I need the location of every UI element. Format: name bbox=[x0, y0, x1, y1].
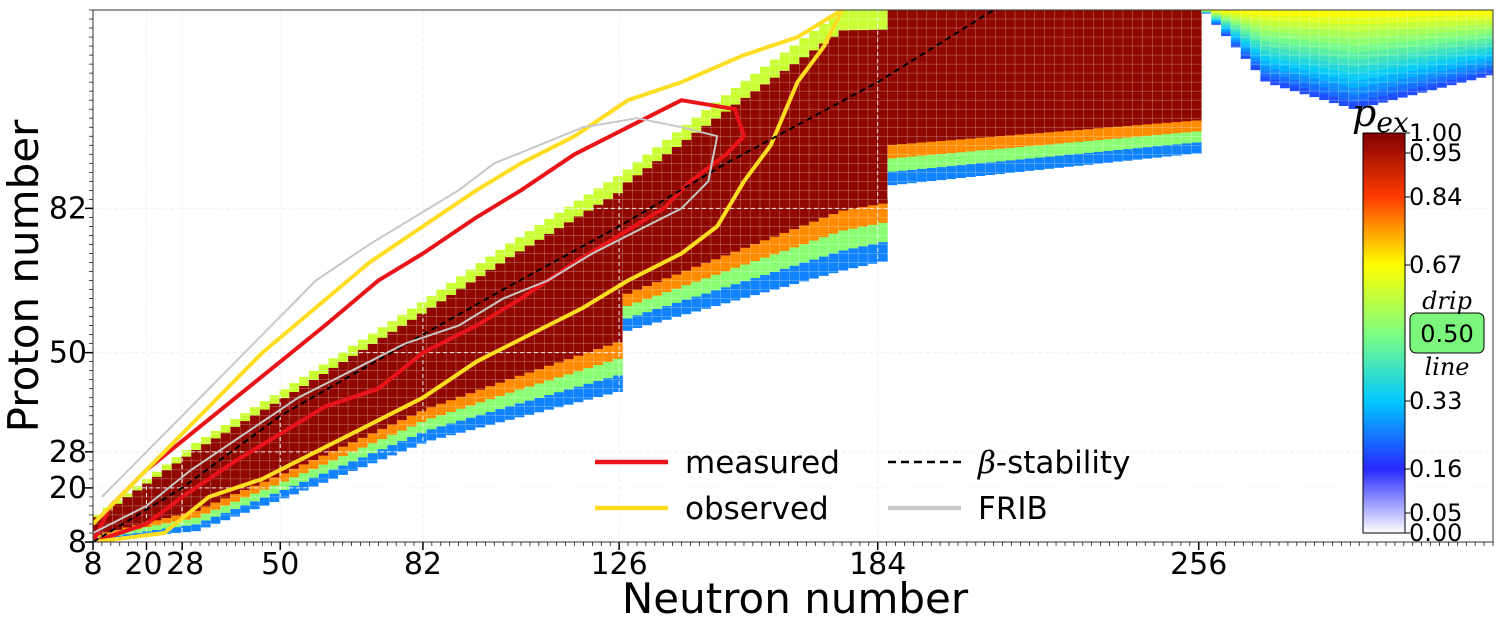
colorbar-highlight-bottom: line bbox=[1424, 353, 1469, 381]
colorbar-highlight-label: 0.50 bbox=[1420, 320, 1473, 348]
series-lines bbox=[93, 10, 995, 542]
colorbar-highlight-top: drip bbox=[1422, 287, 1472, 315]
x-axis-ticks: 8 20 28 50 82 126 184 256 bbox=[83, 542, 1227, 582]
x-tick-label: 20 bbox=[124, 547, 162, 582]
legend-label: observed bbox=[685, 491, 829, 527]
y-tick-label: 28 bbox=[49, 435, 87, 470]
series-line-measured bbox=[93, 98, 746, 542]
legend-label: measured bbox=[685, 445, 840, 481]
colorbar-tick-label: 0.00 bbox=[1409, 519, 1462, 547]
colorbar-tick-label: 0.84 bbox=[1409, 183, 1462, 211]
x-tick-label: 126 bbox=[590, 547, 647, 582]
y-tick-label: 20 bbox=[49, 471, 87, 506]
x-tick-label: 82 bbox=[404, 547, 442, 582]
grid-lines bbox=[93, 10, 1493, 542]
colorbar-tick-label: 0.67 bbox=[1409, 251, 1462, 279]
colorbar: 1.000.95 0.84 0.67 0.33 0.16 0.050.00 0.50 drip… bbox=[1352, 91, 1485, 547]
series-line-stability bbox=[93, 10, 995, 542]
x-axis-label: Neutron number bbox=[622, 574, 969, 623]
colorbar-tick-label: 0.05 bbox=[1409, 499, 1462, 527]
colorbar-tick-label: 0.16 bbox=[1409, 455, 1462, 483]
colorbar-tick-label: 0.95 bbox=[1409, 139, 1462, 167]
colorbar-tick-label: 0.33 bbox=[1409, 387, 1462, 415]
y-tick-label: 82 bbox=[49, 191, 87, 226]
colorbar-highlight-box bbox=[1409, 312, 1485, 354]
x-tick-label: 256 bbox=[1170, 547, 1227, 582]
colorbar-tick-label: 1.00 bbox=[1409, 119, 1462, 147]
colorbar-scale bbox=[1362, 132, 1406, 534]
legend: measured observed β-stability FRIB bbox=[595, 445, 1130, 527]
x-tick-label: 8 bbox=[83, 547, 102, 582]
series-line-observed bbox=[93, 10, 844, 542]
y-axis-label: Proton number bbox=[0, 119, 48, 432]
legend-label: β-stability bbox=[977, 445, 1130, 481]
x-tick-label: 50 bbox=[261, 547, 299, 582]
y-tick-label: 50 bbox=[49, 336, 87, 371]
magic-number-lines bbox=[93, 10, 1493, 542]
x-tick-label: 184 bbox=[849, 547, 906, 582]
heatmap-cells bbox=[93, 10, 1493, 542]
series-line-frib bbox=[93, 117, 719, 534]
plot-frame bbox=[92, 9, 1494, 543]
legend-label: FRIB bbox=[978, 491, 1048, 527]
x-tick-label: 28 bbox=[166, 547, 204, 582]
y-tick-label: 8 bbox=[68, 525, 87, 560]
colorbar-title: pex bbox=[1352, 91, 1409, 139]
